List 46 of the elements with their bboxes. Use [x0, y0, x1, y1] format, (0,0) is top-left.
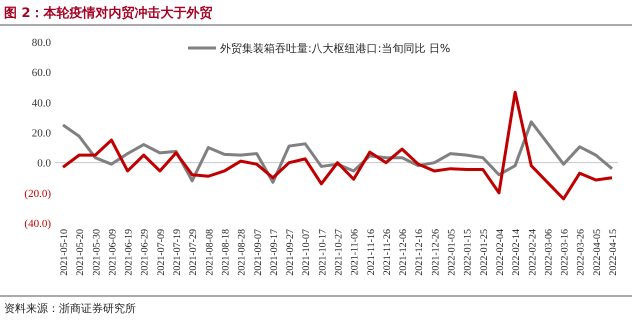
- x-tick-label: 2021-11-26: [382, 229, 393, 276]
- x-tick-label: 2021-12-06: [398, 229, 410, 276]
- chart-title: 图 2：本轮疫情对内贸冲击大于外贸: [4, 5, 213, 21]
- x-tick-label: 2021-06-19: [124, 229, 135, 276]
- x-tick-label: 2021-12-16: [414, 229, 426, 276]
- x-tick-label: 2021-09-17: [268, 229, 280, 276]
- y-tick-label: 60.0: [32, 67, 52, 80]
- x-tick-label: 2022-01-25: [478, 229, 490, 276]
- x-tick-label: 2021-11-06: [350, 229, 361, 276]
- x-tick-label: 2021-12-26: [430, 229, 442, 276]
- x-tick-label: 2021-07-09: [156, 229, 167, 276]
- y-tick-label: 80.0: [32, 37, 52, 49]
- legend-label: 外贸集装箱吞吐量:八大枢纽港口:当旬同比 日%: [220, 42, 450, 55]
- x-tick-label: 2021-07-19: [172, 229, 184, 276]
- x-tick-label: 2021-09-07: [252, 229, 264, 276]
- line-series: [62, 90, 614, 200]
- y-tick-label: (20.0): [24, 188, 52, 200]
- x-tick-label: 2021-11-16: [366, 229, 377, 276]
- x-tick-label: 2022-03-16: [560, 229, 571, 276]
- x-tick-label: 2021-05-20: [75, 229, 86, 276]
- x-tick-label: 2022-02-04: [494, 229, 506, 276]
- x-tick-label: 2021-07-29: [188, 229, 200, 276]
- x-tick-label: 2022-03-26: [576, 229, 587, 276]
- x-tick-label: 2021-10-17: [317, 229, 328, 276]
- y-tick-label: 40.0: [32, 97, 52, 110]
- x-tick-label: 2021-05-30: [91, 229, 102, 276]
- x-tick-label: 2022-01-15: [462, 229, 474, 276]
- x-tick-label: 2021-06-29: [140, 229, 151, 276]
- x-tick-label: 2021-08-18: [220, 229, 232, 276]
- y-tick-label: 0.0: [37, 158, 52, 170]
- y-tick-label: 20.0: [32, 128, 52, 140]
- x-tick-label: 2021-06-09: [107, 229, 118, 276]
- y-tick-label: (40.0): [24, 218, 52, 230]
- x-tick-label: 2021-08-28: [236, 229, 248, 276]
- x-tick-label: 2022-02-24: [527, 229, 538, 276]
- x-tick-label: 2021-10-27: [334, 229, 344, 276]
- text: 资料来源：浙商证券研究所: [4, 302, 136, 315]
- x-tick-label: 2021-10-07: [301, 229, 312, 276]
- x-tick-label: 2022-02-14: [511, 229, 522, 276]
- x-tick-label: 2022-03-06: [543, 229, 554, 276]
- x-tick-label: 2021-09-27: [285, 229, 296, 276]
- x-tick-label: 2021-05-10: [59, 229, 70, 276]
- x-tick-label: 2022-01-05: [446, 229, 458, 276]
- x-tick-label: 2022-04-05: [592, 229, 603, 276]
- x-tick-label: 2022-04-15: [608, 229, 619, 276]
- x-tick-label: 2021-08-08: [204, 229, 216, 276]
